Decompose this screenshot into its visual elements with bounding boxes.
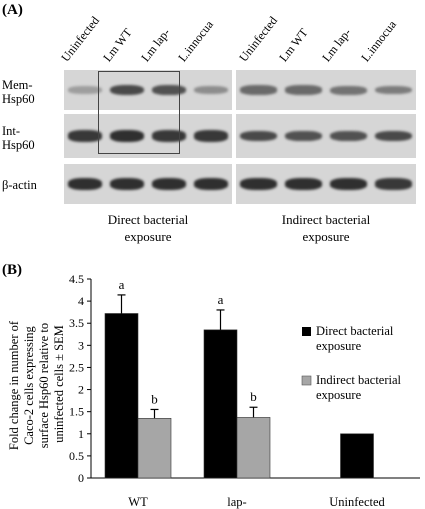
- legend-text-indirect: Indirect bacterial exposure: [316, 373, 404, 402]
- highlight-box: [98, 71, 180, 154]
- blot-band: [375, 178, 412, 190]
- bar-0: [203, 329, 238, 479]
- y-tick-label: 3.5: [69, 316, 84, 330]
- bar-0: [104, 313, 139, 479]
- y-axis-label-line: Fold change in number of: [7, 320, 21, 450]
- row-label-mem-hsp60: Mem- Hsp60: [2, 78, 35, 106]
- blot-band: [375, 85, 412, 95]
- legend-line: Direct bacterial: [316, 324, 394, 338]
- blot-band: [330, 130, 367, 142]
- x-tick-label: lap-: [227, 495, 246, 509]
- blot-band: [109, 84, 145, 96]
- panel-a-label: (A): [2, 2, 23, 18]
- y-tick-label: 1: [78, 427, 84, 441]
- y-axis-label-line: uninfected cells ± SEM: [52, 325, 66, 443]
- caption-line: exposure: [302, 229, 350, 244]
- blot-int-direct: [64, 114, 232, 158]
- blot-band: [151, 130, 187, 142]
- blot-band: [193, 178, 229, 190]
- caption-direct: Direct bacterial exposure: [64, 211, 232, 245]
- y-tick-label: 2.5: [69, 360, 84, 374]
- lane-label-direct-4: L.innocua: [175, 17, 216, 65]
- y-tick-label: 2: [78, 383, 84, 397]
- y-axis-label-line: Caco-2 cells expressing: [22, 325, 36, 444]
- significance-letter: a: [119, 277, 125, 292]
- legend: Direct bacterial exposure Indirect bacte…: [301, 324, 404, 402]
- lane-label-indirect-1: Uninfected: [236, 13, 281, 65]
- blot-band: [240, 85, 277, 95]
- bar-0: [340, 433, 374, 479]
- blot-mem-indirect: [236, 70, 416, 110]
- blot-band: [193, 85, 229, 95]
- blot-int-indirect: [236, 114, 416, 158]
- blot-band: [151, 84, 187, 96]
- x-tick-label: WT: [128, 495, 148, 509]
- significance-letter: b: [250, 389, 257, 404]
- lane-label-direct-1: Uninfected: [58, 13, 103, 65]
- blot-band: [109, 130, 145, 142]
- y-tick-label: 1.5: [69, 405, 84, 419]
- bar-1: [236, 417, 271, 479]
- y-tick-label: 3: [78, 338, 84, 352]
- legend-swatch-direct: [302, 327, 311, 336]
- row-label-line: Int-: [2, 124, 21, 138]
- blot-band: [193, 130, 229, 142]
- caption-indirect: Indirect bacterial exposure: [236, 211, 416, 245]
- blot-band: [67, 130, 103, 142]
- plot-area: 0 0.5 1 1.5 2 2.5 3 3.5 4 4.5 WT a b lap-a b Uninfected: [69, 272, 420, 509]
- y-axis-label-line: surface Hsp60 relative to: [37, 323, 51, 448]
- blot-actin-direct: [64, 164, 232, 204]
- caption-line: Direct bacterial: [107, 212, 189, 227]
- blot-band: [240, 178, 277, 190]
- blot-actin-indirect: [236, 164, 416, 204]
- caption-line: exposure: [124, 229, 172, 244]
- y-axis-label: Fold change in number of Caco-2 cells ex…: [7, 318, 66, 450]
- row-label-line: Hsp60: [2, 138, 35, 152]
- bar-chart: Fold change in number of Caco-2 cells ex…: [7, 272, 420, 509]
- blot-band: [240, 130, 277, 142]
- blot-band: [285, 130, 322, 142]
- blot-band: [151, 178, 187, 190]
- legend-swatch-indirect: [301, 375, 312, 386]
- legend-line: exposure: [316, 339, 362, 353]
- x-tick-label: Uninfected: [329, 495, 385, 509]
- legend-line: Indirect bacterial: [316, 373, 402, 387]
- blot-band: [330, 85, 367, 95]
- significance-letter: b: [151, 391, 158, 406]
- panel-b-label: (B): [2, 262, 22, 278]
- y-tick-label: 0: [78, 471, 84, 485]
- blot-band: [285, 178, 322, 190]
- bar-1: [137, 418, 172, 479]
- legend-text-direct: Direct bacterial exposure: [316, 324, 397, 353]
- blot-mem-direct: [64, 70, 232, 110]
- row-label-line: Hsp60: [2, 92, 35, 106]
- lane-label-direct-2: Lm WT: [100, 25, 135, 65]
- blot-band: [285, 85, 322, 95]
- row-label-int-hsp60: Int- Hsp60: [2, 124, 35, 152]
- row-label-line: Mem-: [2, 78, 33, 92]
- blot-band: [330, 178, 367, 190]
- blot-band: [109, 178, 145, 190]
- lane-label-indirect-2: Lm WT: [276, 25, 311, 65]
- lane-label-indirect-3: Lm lap-: [319, 25, 354, 65]
- lane-label-direct-3: Lm lap-: [138, 25, 173, 65]
- blot-band: [67, 86, 103, 94]
- significance-letter: a: [218, 292, 224, 307]
- caption-line: Indirect bacterial: [281, 212, 371, 227]
- lane-label-indirect-4: L.innocua: [358, 17, 399, 65]
- row-label-beta-actin: β-actin: [2, 178, 37, 192]
- y-tick-label: 4.5: [69, 272, 84, 286]
- legend-line: exposure: [316, 388, 362, 402]
- y-tick-label: 0.5: [69, 449, 84, 463]
- blot-band: [67, 178, 103, 190]
- y-tick-label: 4: [78, 294, 84, 308]
- blot-band: [375, 130, 412, 142]
